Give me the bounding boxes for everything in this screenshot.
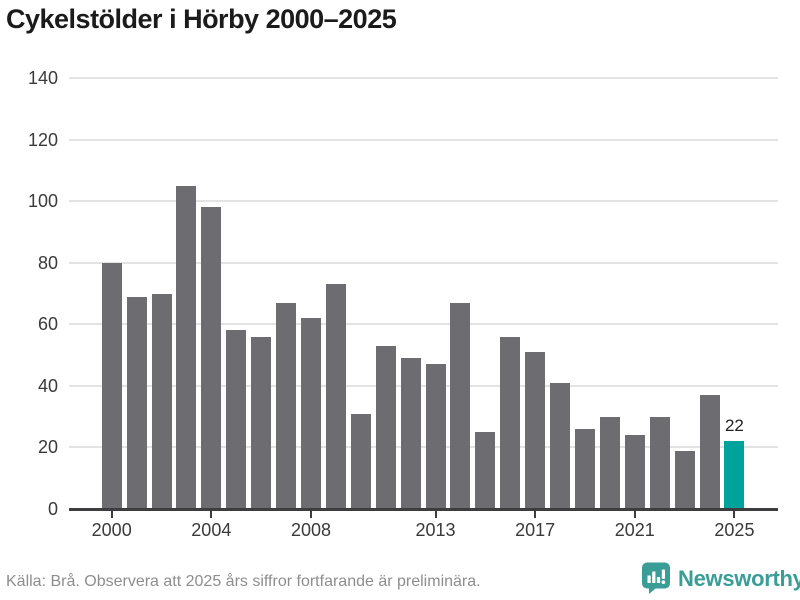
bar-2018 [550, 382, 571, 509]
bar-chart-speech-bubble-icon [641, 562, 671, 595]
y-tick-label-20: 20 [37, 437, 58, 458]
bar-2015 [475, 432, 496, 509]
x-tick-2021 [633, 511, 636, 518]
x-tick-label-2000: 2000 [91, 520, 132, 540]
x-tick-label-2025: 2025 [714, 520, 755, 540]
bar-value-label-2025: 22 [724, 416, 744, 436]
bar-2020 [599, 416, 620, 509]
y-tick-label-40: 40 [37, 375, 58, 396]
x-tick-2013 [434, 511, 437, 518]
bar-2003 [176, 185, 197, 509]
newsworthy-logo-link[interactable]: Newsworthy [641, 562, 800, 595]
y-tick-label-140: 140 [27, 68, 58, 88]
bar-2022 [649, 416, 670, 509]
bar-2012 [400, 358, 421, 509]
gridline-y-140 [69, 77, 778, 79]
y-tick-label-0: 0 [47, 499, 58, 519]
bar-2001 [126, 296, 147, 509]
bar-2025-highlighted [724, 441, 745, 509]
x-tick-2025 [733, 511, 736, 518]
bar-2004 [201, 207, 222, 509]
x-tick-label-2004: 2004 [191, 520, 232, 540]
y-tick-label-60: 60 [37, 314, 58, 335]
y-tick-label-80: 80 [37, 252, 58, 273]
bar-2008 [300, 318, 321, 509]
newsworthy-logo-text: Newsworthy [678, 565, 800, 591]
chart-title: Cykelstölder i Hörby 2000–2025 [6, 4, 397, 34]
x-tick-2004 [210, 511, 213, 518]
bar-2007 [276, 302, 297, 509]
bar-2002 [151, 293, 172, 509]
x-axis-line [69, 508, 778, 511]
bar-2011 [375, 345, 396, 509]
x-tick-2017 [534, 511, 537, 518]
bar-2006 [251, 336, 272, 509]
source-note: Källa: Brå. Observera att 2025 års siffr… [6, 573, 481, 590]
x-tick-label-2017: 2017 [515, 520, 556, 540]
bar-2023 [674, 450, 695, 509]
bar-2010 [350, 413, 371, 509]
gridline-y-80 [69, 261, 778, 264]
bar-2014 [450, 302, 471, 509]
bar-2000 [101, 262, 122, 509]
bar-2016 [500, 336, 521, 509]
bar-2024 [699, 395, 720, 509]
x-tick-label-2008: 2008 [290, 520, 331, 540]
gridline-y-120 [69, 138, 778, 141]
x-tick-2008 [309, 511, 312, 518]
bar-2009 [325, 284, 346, 509]
y-tick-label-100: 100 [27, 191, 58, 212]
x-tick-label-2021: 2021 [614, 520, 655, 540]
bar-2013 [425, 364, 446, 509]
y-tick-label-120: 120 [27, 129, 58, 150]
bar-2019 [574, 428, 595, 509]
gridline-y-100 [69, 200, 778, 203]
x-tick-2000 [110, 511, 113, 518]
bar-2017 [525, 351, 546, 509]
bar-2005 [226, 330, 247, 509]
gridline-y-60 [69, 323, 778, 326]
bar-2021 [624, 435, 645, 509]
gridline-y-20 [69, 446, 778, 449]
x-tick-label-2013: 2013 [415, 520, 456, 540]
gridline-y-40 [69, 384, 778, 387]
